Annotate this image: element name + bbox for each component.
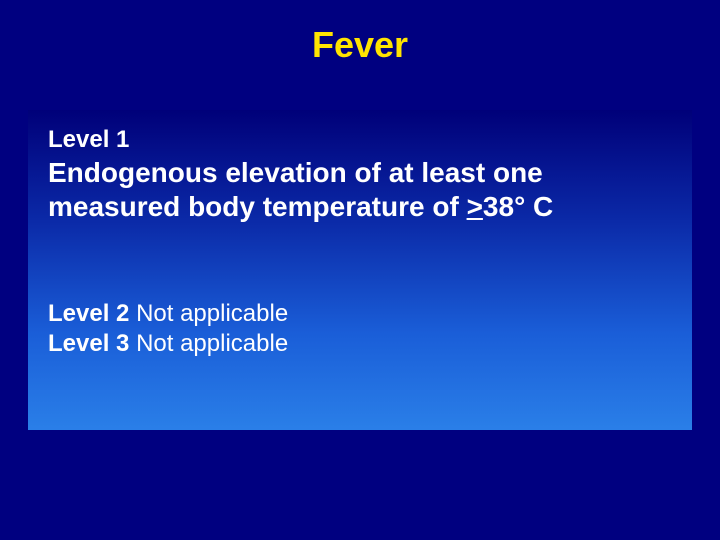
level-1-text: Endogenous elevation of at least one mea… xyxy=(48,156,672,223)
levels-lower-block: Level 2 Not applicable Level 3 Not appli… xyxy=(48,299,672,359)
slide: Fever Level 1 Endogenous elevation of at… xyxy=(0,0,720,540)
level-1-text-post: 38° C xyxy=(483,191,553,222)
level-2-row: Level 2 Not applicable xyxy=(48,299,672,329)
slide-title: Fever xyxy=(0,24,720,66)
level-3-value: Not applicable xyxy=(136,330,288,357)
level-3-label: Level 3 xyxy=(48,330,129,357)
level-2-value: Not applicable xyxy=(136,300,288,327)
level-3-row: Level 3 Not applicable xyxy=(48,329,672,359)
level-2-label: Level 2 xyxy=(48,300,129,327)
level-1-text-underline: > xyxy=(467,191,483,222)
level-1-label: Level 1 xyxy=(48,126,672,154)
content-panel: Level 1 Endogenous elevation of at least… xyxy=(28,110,692,430)
